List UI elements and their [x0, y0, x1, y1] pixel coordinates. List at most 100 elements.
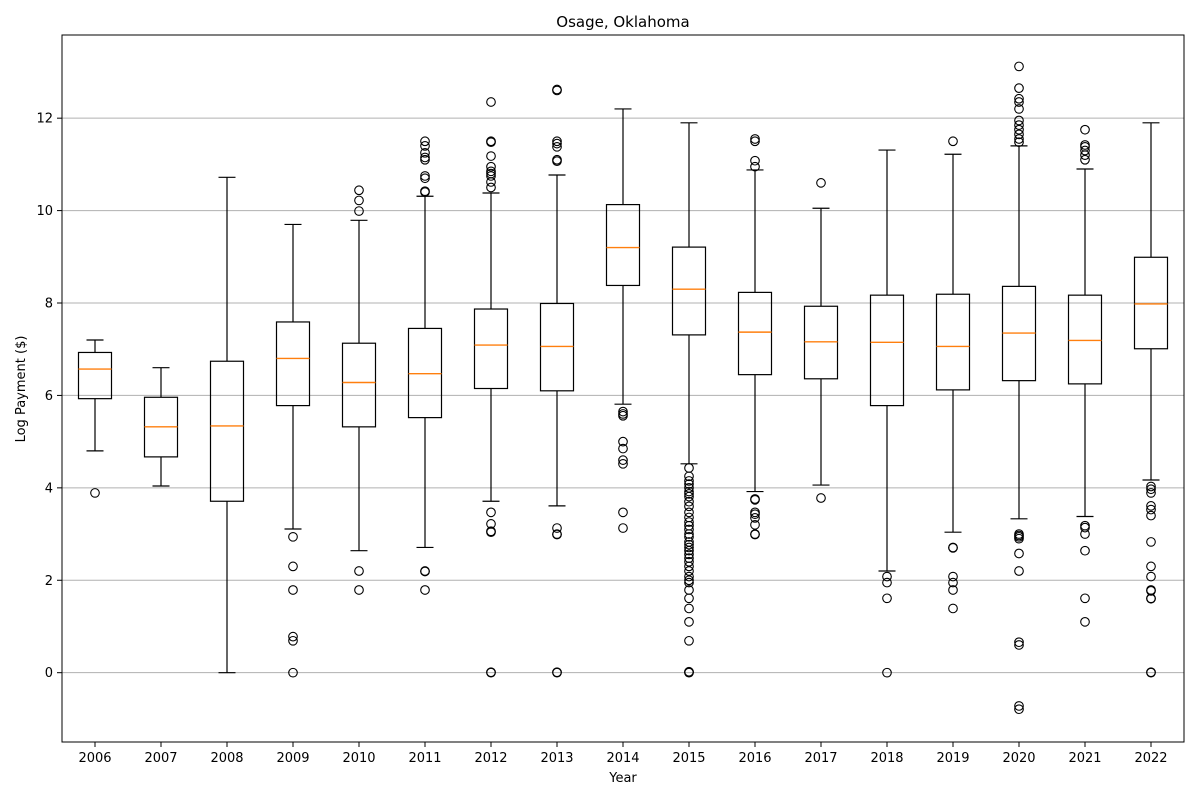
box-2011 [407, 136, 443, 595]
y-axis-label: Log Payment ($) [14, 336, 29, 443]
x-tick-label: 2009 [276, 751, 309, 766]
outlier-point [1014, 533, 1024, 544]
outlier-point [618, 410, 628, 421]
box-2021 [1067, 124, 1103, 627]
outlier-point [1080, 522, 1090, 533]
outlier-point [552, 156, 562, 167]
outlier-point [684, 561, 694, 572]
x-tick-label: 2006 [78, 751, 111, 766]
x-tick-label: 2022 [1134, 751, 1167, 766]
outlier-point [684, 476, 694, 486]
outlier-point [684, 571, 694, 582]
outlier-point [684, 545, 694, 556]
outlier-point [1146, 481, 1156, 492]
outlier-point [1014, 637, 1024, 648]
box-2020 [1001, 61, 1037, 715]
outlier-point [882, 577, 892, 588]
y-tick-label: 8 [45, 297, 53, 312]
y-tick-label: 6 [45, 389, 53, 404]
outlier-point [750, 134, 760, 144]
outlier-point [1014, 704, 1024, 715]
outlier-point [684, 507, 694, 518]
outlier-point [750, 155, 760, 166]
iqr-box [77, 351, 113, 400]
box-2012 [473, 97, 509, 678]
outlier-point [948, 603, 958, 614]
outlier-point [420, 152, 430, 163]
box-2019 [935, 136, 971, 614]
x-tick-label: 2020 [1002, 751, 1035, 766]
outlier-point [882, 593, 892, 604]
outlier-point [1014, 124, 1024, 135]
outlier-point [750, 161, 760, 172]
iqr-box [209, 360, 245, 502]
x-tick-label: 2014 [606, 751, 639, 766]
outlier-point [1014, 137, 1024, 148]
box-2016 [737, 134, 773, 540]
outlier-point [684, 635, 694, 646]
outlier-point [1014, 566, 1024, 576]
outlier-point [1014, 701, 1024, 711]
outlier-point [1014, 93, 1024, 104]
x-tick-label: 2018 [870, 751, 903, 766]
outlier-point [1080, 150, 1090, 160]
y-tick-label: 10 [36, 204, 53, 219]
outlier-point [618, 523, 628, 533]
box-2009 [275, 223, 311, 678]
box-series [77, 61, 1169, 715]
outlier-point [618, 443, 628, 454]
outlier-point [1146, 586, 1156, 596]
outlier-point [750, 495, 760, 505]
box-2017 [803, 178, 839, 503]
iqr-box [605, 203, 641, 287]
outlier-point [1080, 545, 1090, 556]
outlier-point [1014, 640, 1024, 650]
outlier-point [684, 542, 694, 553]
outlier-point [1146, 484, 1156, 495]
outlier-point [684, 666, 694, 677]
box-2007 [143, 367, 179, 487]
outlier-point [684, 524, 694, 535]
outlier-point [420, 566, 430, 577]
outlier-point [90, 488, 100, 498]
outlier-point [354, 566, 364, 576]
outlier-point [420, 136, 430, 147]
outlier-point [948, 136, 958, 147]
outlier-point [684, 556, 694, 567]
outlier-point [552, 667, 562, 678]
outlier-point [486, 161, 496, 172]
outlier-point [948, 571, 958, 582]
outlier-point [684, 489, 694, 499]
outlier-point [1146, 537, 1156, 547]
outlier-point [552, 85, 562, 96]
y-tick-label: 2 [45, 574, 53, 589]
outlier-point [684, 517, 694, 527]
outlier-point [750, 513, 760, 523]
outlier-point [420, 171, 430, 181]
outlier-point [882, 571, 892, 582]
outlier-point [552, 529, 562, 540]
outlier-point [288, 585, 298, 595]
outlier-point [1080, 520, 1090, 531]
y-tick-label: 12 [36, 112, 53, 127]
outlier-point [552, 138, 562, 149]
outlier-point [1146, 504, 1156, 515]
x-tick-label: 2019 [936, 751, 969, 766]
outlier-point [1014, 115, 1024, 126]
outlier-point [684, 496, 694, 507]
outlier-point [486, 171, 496, 181]
iqr-box [1133, 256, 1169, 350]
outlier-point [552, 136, 562, 147]
outlier-point [420, 173, 430, 184]
iqr-box [935, 293, 971, 391]
outlier-point [354, 206, 364, 216]
outlier-point [486, 527, 496, 538]
outlier-point [684, 617, 694, 627]
outlier-point [1014, 134, 1024, 144]
outlier-point [486, 97, 496, 107]
x-axis: 2006 2007 2008 2009 2010 2011 2012 2013 2014 2015… [78, 742, 1168, 766]
outlier-point [420, 585, 430, 595]
outlier-point [486, 667, 496, 678]
x-tick-label: 2012 [474, 751, 507, 766]
